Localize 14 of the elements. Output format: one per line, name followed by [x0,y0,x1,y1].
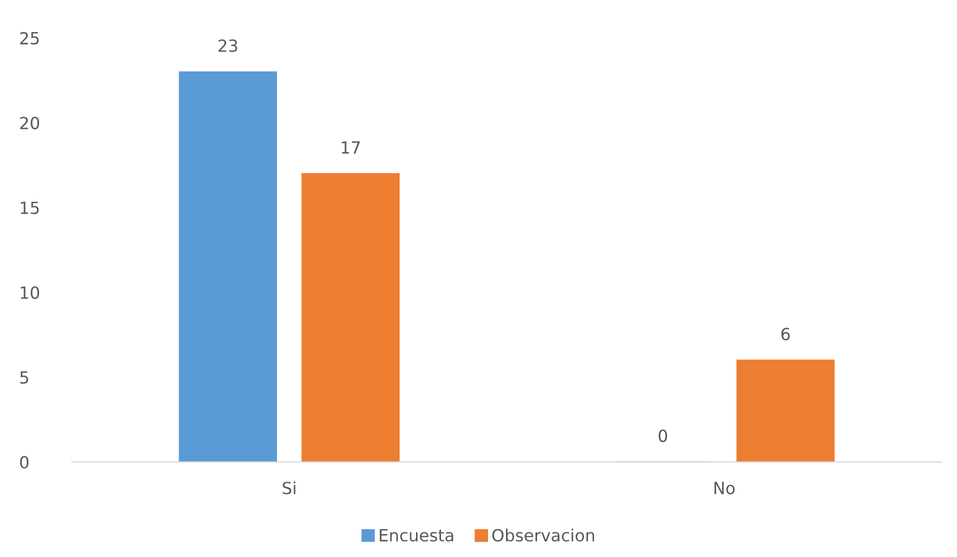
y-tick-label: 25 [20,32,39,45]
data-label: 23 [218,39,238,52]
legend-label: Observacion [492,528,594,542]
legend-label: Encuesta [380,529,454,542]
data-label: 17 [342,141,360,154]
data-label: 0 [658,429,668,442]
y-tick-label: 20 [20,116,40,130]
y-tick-label: 10 [20,286,40,299]
y-tick-label: 15 [20,202,39,214]
x-tick-label: Si [282,481,296,494]
y-tick-label: 0 [20,456,28,469]
x-tick-label: No [714,482,735,494]
data-label: 6 [781,328,790,340]
y-tick-label: 5 [20,371,28,384]
